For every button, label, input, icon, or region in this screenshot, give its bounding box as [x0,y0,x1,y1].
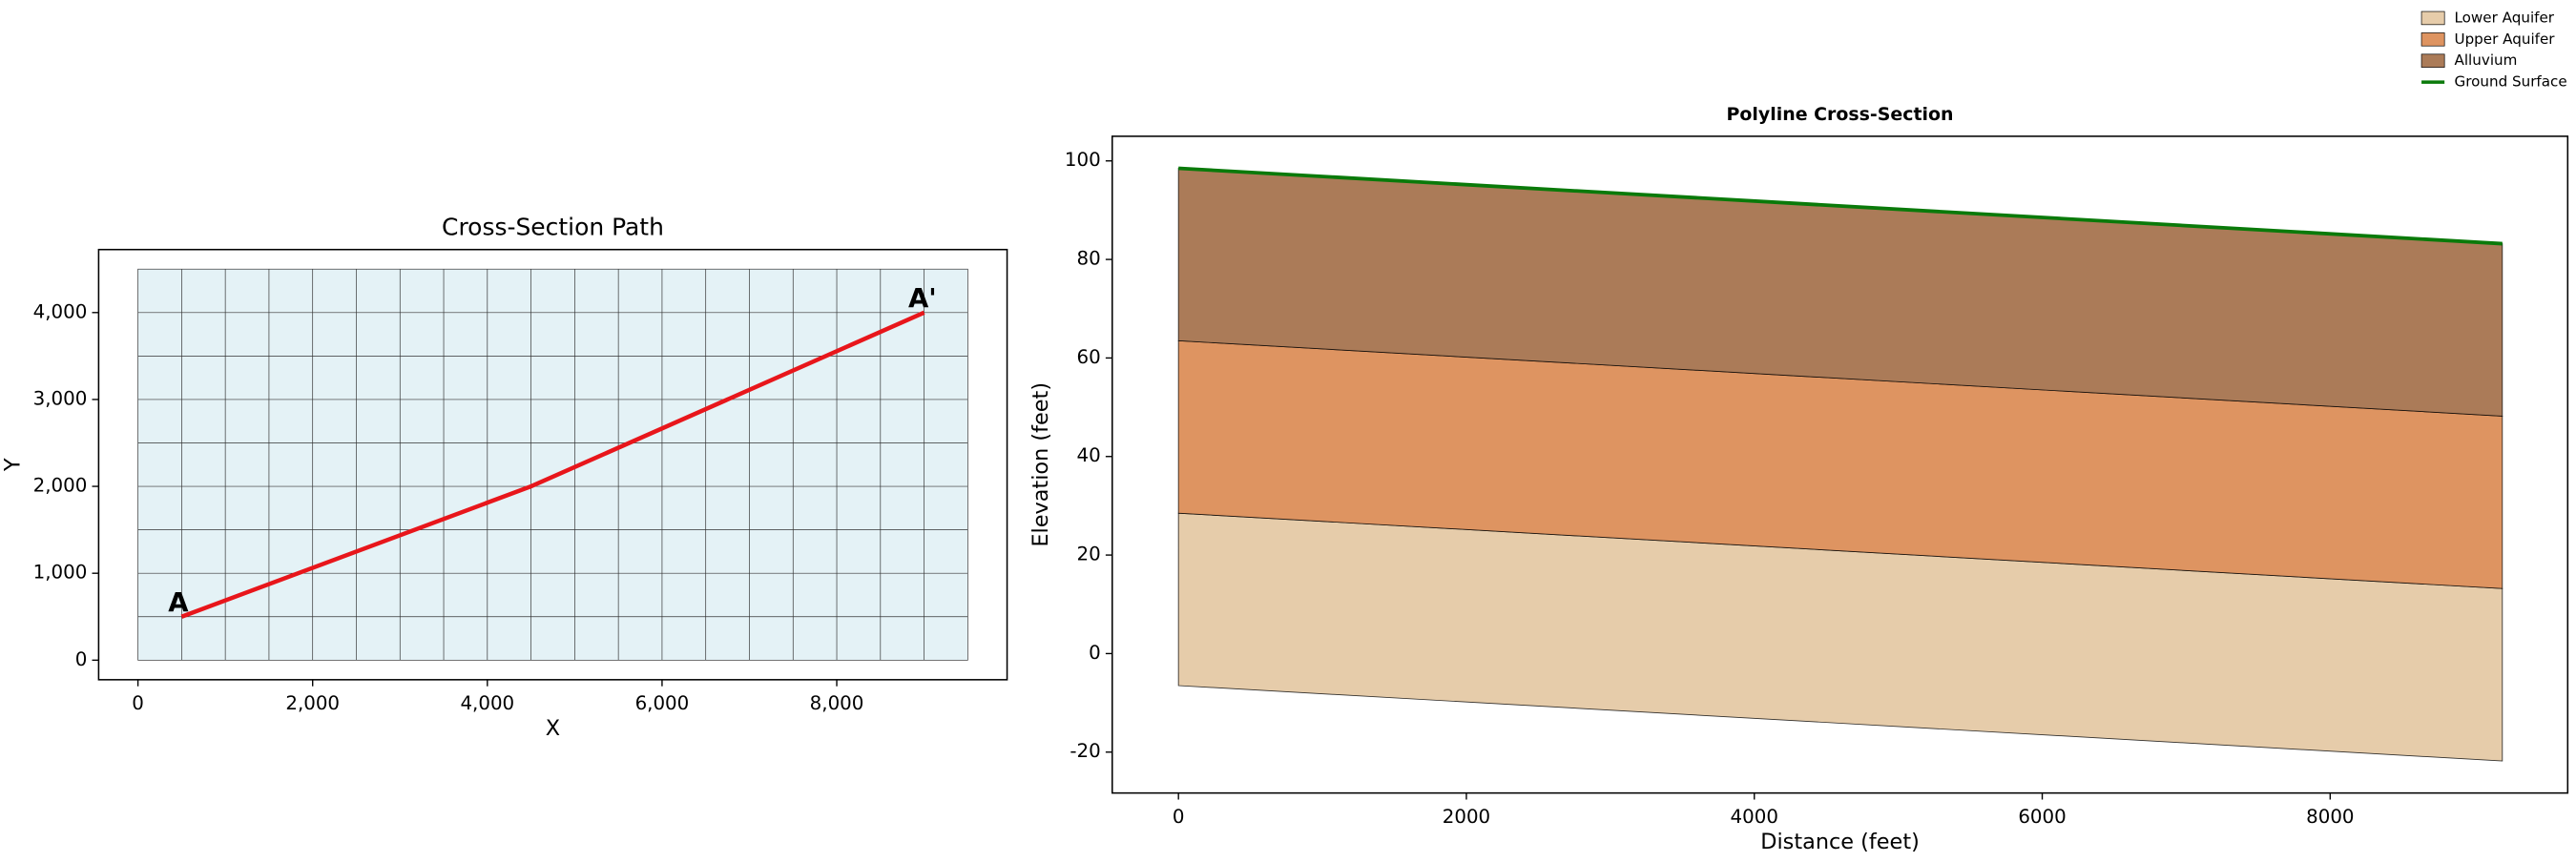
legend: Lower Aquifer Upper Aquifer Alluvium Ground… [2420,9,2567,91]
x-axis-label: X [546,716,560,741]
y-tick-label: 1,000 [33,562,88,584]
y-tick-label: 60 [1077,346,1101,368]
legend-label: Ground Surface [2454,73,2566,91]
y-tick-label: 2,000 [33,475,88,497]
endpoint-label: A [168,587,189,618]
x-tick-label: 4000 [1731,806,1778,828]
x-tick-label: 2,000 [285,692,340,714]
ticks: 0 2,000 4,000 6,000 8,000 0 1,000 2,000 3,000 4,0… [33,300,864,714]
x-axis-label: Distance (feet) [1760,830,1920,854]
axes-frame [1111,135,2569,794]
section-path [180,310,925,619]
model-grid-area [137,268,968,661]
y-tick-label: 0 [1089,642,1101,664]
y-axis-label: Elevation (feet) [1028,382,1053,547]
axes-frame [97,248,1008,681]
legend-swatch [2420,53,2445,68]
legend-label: Lower Aquifer [2454,9,2554,26]
chart-title: Polyline Cross-Section [1727,104,1954,125]
ground-surface [1178,166,2503,246]
legend-label: Upper Aquifer [2454,31,2555,48]
y-tick-label: 3,000 [33,387,88,409]
y-tick-label: 80 [1077,248,1101,270]
y-axis-label: Y [0,458,25,472]
axes: 0 2000 4000 6000 8000 -20 0 20 40 60 80 100 Polyline… [1028,104,2354,854]
legend-swatch [2420,32,2445,47]
model-grid: A A' [137,268,968,661]
y-tick-label: -20 [1070,740,1100,762]
ticks: 0 2000 4000 6000 8000 -20 0 20 40 60 80 100 [1065,149,2355,828]
endpoint-label: A' [908,283,937,314]
x-tick-label: 4,000 [460,692,514,714]
legend-swatch [2420,10,2445,26]
layers [1177,166,2503,762]
y-tick-label: 20 [1077,544,1101,565]
x-tick-label: 0 [132,692,144,714]
x-tick-label: 2000 [1443,806,1490,828]
x-tick-label: 6000 [2018,806,2066,828]
x-tick-label: 6,000 [635,692,690,714]
axes: 0 2,000 4,000 6,000 8,000 0 1,000 2,000 3,000 4,0… [0,213,863,741]
legend-label: Alluvium [2454,51,2517,69]
x-tick-label: 8000 [2306,806,2354,828]
y-tick-label: 0 [75,648,88,670]
y-tick-label: 40 [1077,444,1101,466]
y-tick-label: 100 [1065,149,1101,171]
chart-title: Cross-Section Path [442,213,664,240]
x-tick-label: 0 [1173,806,1185,828]
y-tick-label: 4,000 [33,300,88,322]
x-tick-label: 8,000 [810,692,864,714]
